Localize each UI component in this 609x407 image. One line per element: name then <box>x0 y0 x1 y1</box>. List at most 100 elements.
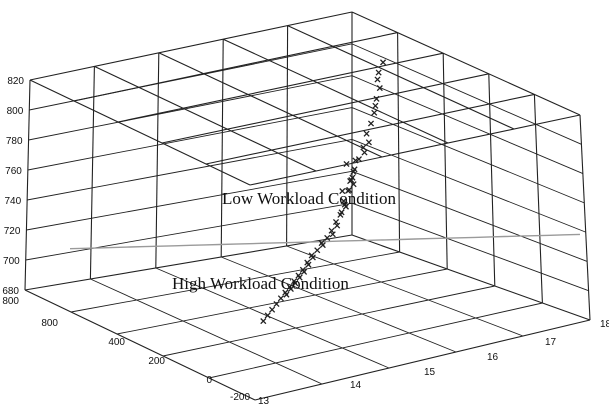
y-tick-label: 18 <box>600 319 609 330</box>
z-tick-label: 800 <box>2 296 19 307</box>
grid-floor-line <box>70 251 400 313</box>
reference-line <box>69 233 581 250</box>
x-tick-label: 400 <box>108 337 125 348</box>
grid-z-line <box>351 107 585 204</box>
y-tick-label: 15 <box>424 367 436 378</box>
grid-z-line <box>351 202 589 292</box>
grid-wall-vertical <box>89 66 95 280</box>
grid-floor-line <box>116 268 448 335</box>
data-point <box>264 312 271 319</box>
grid-z-line <box>351 75 584 174</box>
data-point <box>273 300 280 308</box>
data-point <box>314 247 321 254</box>
data-point <box>334 222 341 229</box>
x-tick-label: 800 <box>41 318 58 329</box>
z-tick-label: 800 <box>7 106 24 117</box>
grid-z-line <box>351 170 588 262</box>
grid-z-line <box>27 138 353 201</box>
annotation-low-workload: Low Workload Condition <box>222 189 396 208</box>
grid-top-line <box>117 52 444 123</box>
data-point <box>347 177 354 185</box>
data-point <box>373 95 380 102</box>
z-tick-label: 720 <box>4 226 21 237</box>
z-tick-label: 820 <box>7 76 24 87</box>
data-point <box>318 239 325 247</box>
z-tick-label: 680 <box>2 286 19 297</box>
grid-floor-line <box>221 256 457 353</box>
data-point <box>269 306 276 313</box>
grid-top-edge <box>29 11 353 81</box>
grid-z-line <box>25 202 353 261</box>
data-point <box>375 69 382 76</box>
data-point <box>374 76 381 83</box>
grid-z-line <box>351 139 586 233</box>
grid-top-edge <box>249 114 581 186</box>
data-point <box>340 197 347 205</box>
data-point <box>338 209 345 216</box>
grid-wall-vertical <box>579 114 591 321</box>
grid-z-line <box>28 75 353 141</box>
data-point <box>296 274 303 281</box>
data-point <box>305 261 312 268</box>
data-point <box>292 280 299 287</box>
grid-wall-vertical <box>533 94 543 304</box>
data-point <box>287 285 294 293</box>
data-point <box>351 166 358 173</box>
x-tick-label: 0 <box>206 375 212 386</box>
data-point <box>300 268 308 275</box>
x-tick-label: -200 <box>230 392 250 403</box>
grid-floor-line <box>90 278 323 385</box>
grid-top-line <box>94 65 317 172</box>
data-point <box>372 102 379 109</box>
data-point <box>343 160 350 168</box>
grid-top-edge <box>29 79 251 186</box>
grid-floor-line <box>208 302 543 379</box>
grid-floor-edge <box>24 234 353 291</box>
grid-wall-vertical <box>220 39 224 258</box>
tick-labels: 680 700 720 740 760 780 800 820 800 800 400 200 0 -20… <box>2 76 609 407</box>
data-point <box>260 318 267 325</box>
data-point <box>332 218 340 226</box>
grid-wall-vertical <box>442 53 448 270</box>
grid-floor-edge <box>351 234 591 321</box>
grid-top-line <box>205 93 535 165</box>
y-tick-label: 14 <box>350 380 362 391</box>
data-point <box>277 295 284 302</box>
data-point <box>355 156 363 163</box>
grid-wall-vertical <box>397 32 401 253</box>
grid-wall-vertical <box>488 73 496 287</box>
z-tick-label: 700 <box>3 256 20 267</box>
grid-floor-edge <box>24 289 256 401</box>
data-point <box>309 254 316 261</box>
data-point <box>376 85 383 92</box>
annotation-high-workload: High Workload Condition <box>172 274 349 293</box>
grid-top-line <box>158 52 383 158</box>
z-tick-label: 780 <box>6 136 23 147</box>
data-point <box>344 187 352 194</box>
data-point <box>339 188 346 195</box>
data-point <box>329 231 336 238</box>
y-tick-label: 16 <box>487 352 499 363</box>
data-point <box>379 59 387 66</box>
grid-wall-vertical <box>286 25 289 247</box>
grid-top-edge <box>351 11 581 116</box>
grid-z-line <box>29 43 353 111</box>
data-point <box>324 234 331 241</box>
data-point <box>367 120 375 127</box>
grid-floor-edge <box>254 319 591 401</box>
grid-z-line <box>26 170 353 231</box>
data-point <box>328 227 335 234</box>
grid-z-line <box>351 43 582 145</box>
data-point <box>371 109 378 116</box>
y-tick-label: 17 <box>545 337 557 348</box>
data-point <box>342 203 350 210</box>
z-tick-label: 760 <box>5 166 22 177</box>
x-tick-label: 200 <box>148 356 165 367</box>
data-point <box>365 139 372 146</box>
data-point <box>360 144 367 151</box>
grid-floor-line <box>162 285 495 357</box>
data-point <box>363 130 370 137</box>
data-point <box>349 174 356 181</box>
grid-lines <box>24 11 591 401</box>
